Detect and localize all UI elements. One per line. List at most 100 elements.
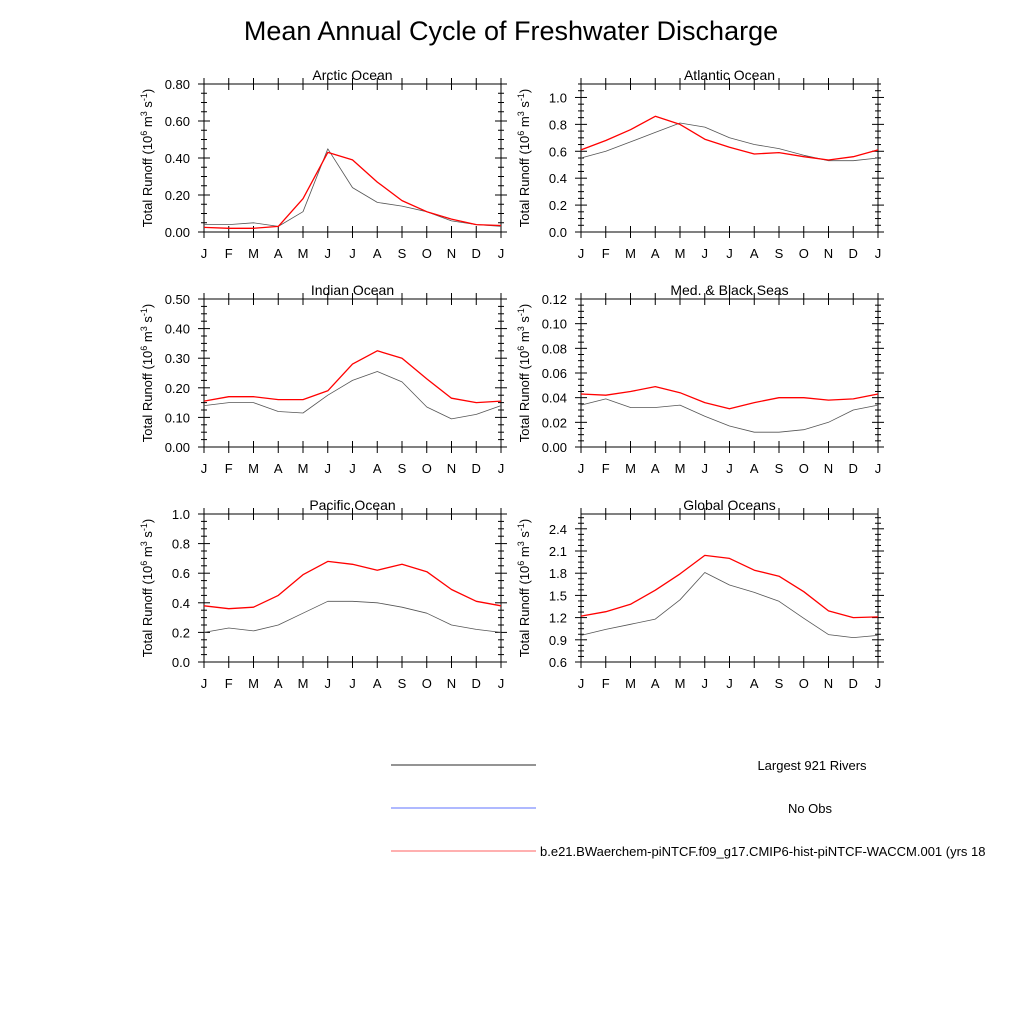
x-tick-label: D: [472, 676, 481, 691]
x-tick-label: J: [726, 246, 733, 261]
x-tick-label: J: [702, 461, 709, 476]
y-tick-label: 0.50: [165, 292, 190, 307]
y-axis-label: Total Runoff (106 m3 s-1): [139, 519, 155, 658]
y-axis-label: Total Runoff (106 m3 s-1): [139, 89, 155, 228]
x-tick-label: M: [248, 676, 259, 691]
y-tick-label: 0.20: [165, 381, 190, 396]
x-tick-label: O: [422, 461, 432, 476]
x-tick-label: F: [602, 246, 610, 261]
series-line-rivers: [204, 148, 502, 227]
x-tick-label: J: [349, 676, 356, 691]
x-tick-label: A: [274, 676, 283, 691]
x-tick-label: J: [325, 461, 332, 476]
x-tick-label: A: [651, 246, 660, 261]
x-tick-label: J: [201, 676, 208, 691]
y-tick-label: 0.9: [549, 633, 567, 648]
series-line-model: [203, 151, 502, 229]
series-line-rivers: [580, 572, 879, 638]
y-tick-label: 1.2: [549, 611, 567, 626]
y-tick-label: 0.10: [542, 317, 567, 332]
panel-title: Global Oceans: [683, 497, 776, 513]
series-line-rivers: [203, 600, 502, 633]
x-tick-label: D: [849, 246, 858, 261]
x-tick-label: M: [625, 676, 636, 691]
x-tick-label: S: [775, 461, 784, 476]
y-tick-label: 1.8: [549, 566, 567, 581]
x-tick-label: M: [625, 246, 636, 261]
x-tick-label: J: [498, 246, 505, 261]
y-tick-label: 0.0: [172, 655, 190, 670]
x-tick-label: A: [274, 246, 283, 261]
x-tick-label: A: [274, 461, 283, 476]
y-tick-label: 0.4: [172, 596, 190, 611]
y-axis-label: Total Runoff (106 m3 s-1): [139, 304, 155, 443]
x-tick-label: J: [726, 461, 733, 476]
x-tick-label: M: [675, 461, 686, 476]
y-tick-label: 0.80: [165, 77, 190, 92]
x-tick-label: J: [201, 246, 208, 261]
x-tick-label: A: [651, 461, 660, 476]
x-tick-label: F: [602, 676, 610, 691]
series-line-rivers: [203, 371, 502, 420]
x-tick-label: M: [298, 461, 309, 476]
panel-title: Atlantic Ocean: [684, 67, 775, 83]
y-tick-label: 1.0: [172, 507, 190, 522]
x-tick-label: O: [799, 676, 809, 691]
panel-title: Arctic Ocean: [312, 67, 392, 83]
x-tick-label: D: [849, 676, 858, 691]
x-tick-label: O: [422, 246, 432, 261]
x-tick-label: J: [702, 246, 709, 261]
y-tick-label: 0.10: [165, 410, 190, 425]
x-tick-label: S: [775, 246, 784, 261]
y-tick-label: 0.40: [165, 322, 190, 337]
x-tick-label: J: [875, 461, 882, 476]
x-tick-label: N: [447, 676, 456, 691]
y-tick-label: 0.6: [549, 144, 567, 159]
x-tick-label: F: [225, 676, 233, 691]
series-line-rivers: [580, 398, 879, 433]
x-tick-label: A: [750, 461, 759, 476]
series-line-model: [580, 115, 879, 161]
y-tick-label: 0.00: [165, 440, 190, 455]
x-tick-label: D: [472, 461, 481, 476]
x-tick-label: A: [373, 246, 382, 261]
y-tick-label: 0.6: [172, 566, 190, 581]
y-axis-label: Total Runoff (106 m3 s-1): [516, 304, 532, 443]
series-line-rivers: [580, 122, 879, 162]
y-tick-label: 0.6: [549, 655, 567, 670]
series-line-model: [580, 554, 879, 619]
y-tick-label: 0.02: [542, 415, 567, 430]
plot-frame: [203, 298, 502, 448]
y-tick-label: 0.04: [542, 391, 567, 406]
y-tick-label: 2.1: [549, 544, 567, 559]
series-line-model: [203, 560, 502, 610]
panel-title: Indian Ocean: [311, 282, 394, 298]
y-axis-label: Total Runoff (106 m3 s-1): [516, 89, 532, 228]
series-line-model: [203, 350, 502, 404]
x-tick-label: A: [750, 676, 759, 691]
y-tick-label: 0.08: [542, 341, 567, 356]
x-tick-label: J: [875, 246, 882, 261]
legend-label: No Obs: [788, 801, 833, 816]
plot-frame: [580, 298, 879, 448]
legend: Largest 921 Rivers No Obs b.e21.BWaerchem-…: [391, 758, 986, 859]
x-tick-label: N: [447, 461, 456, 476]
x-tick-label: J: [578, 246, 585, 261]
y-tick-label: 0.2: [172, 625, 190, 640]
plot-frame: [580, 513, 879, 663]
x-tick-label: J: [578, 676, 585, 691]
x-tick-label: M: [625, 461, 636, 476]
x-tick-label: M: [248, 461, 259, 476]
x-tick-label: M: [298, 246, 309, 261]
y-tick-label: 0.8: [549, 117, 567, 132]
x-tick-label: S: [775, 676, 784, 691]
y-axis-label: Total Runoff (106 m3 s-1): [516, 519, 532, 658]
x-tick-label: A: [750, 246, 759, 261]
y-tick-label: 0.40: [165, 151, 190, 166]
